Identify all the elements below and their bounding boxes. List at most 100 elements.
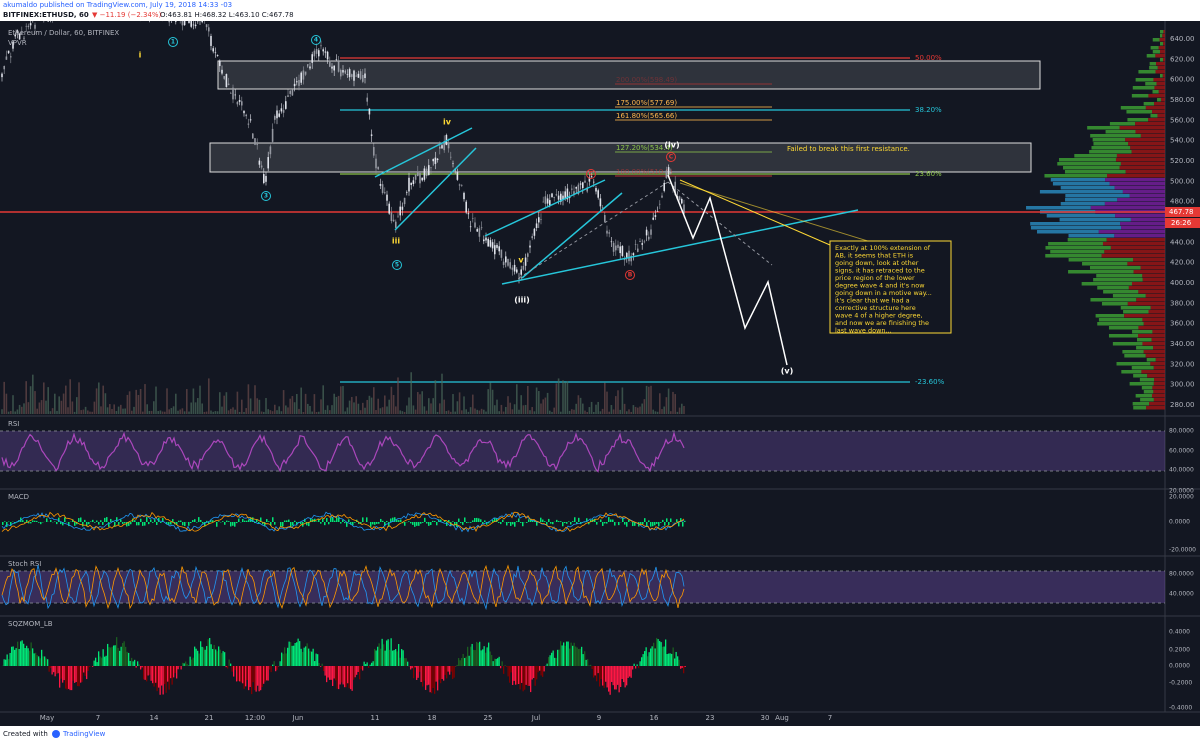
sqz-histogram bbox=[44, 656, 46, 666]
candle-body bbox=[566, 188, 569, 200]
volume-profile bbox=[1147, 374, 1165, 378]
sqz-histogram bbox=[42, 656, 44, 666]
candle-body bbox=[626, 252, 628, 259]
candle-body bbox=[296, 81, 298, 83]
macd-histogram bbox=[656, 522, 658, 524]
sqz-histogram bbox=[404, 658, 406, 666]
volume-profile bbox=[1120, 306, 1151, 310]
volume-profile bbox=[1160, 34, 1163, 38]
sqz-histogram bbox=[506, 666, 508, 667]
sqz-histogram bbox=[213, 644, 215, 666]
sqz-histogram bbox=[405, 658, 407, 666]
volume-bar bbox=[670, 411, 672, 414]
candle-body bbox=[406, 192, 408, 193]
macd-histogram bbox=[452, 521, 454, 522]
volume-bar bbox=[348, 400, 351, 414]
volume-profile bbox=[1050, 250, 1105, 254]
macd-histogram bbox=[290, 522, 292, 527]
volume-bar bbox=[157, 411, 159, 414]
sqz-histogram bbox=[474, 650, 476, 666]
sqz-histogram bbox=[41, 649, 43, 666]
time-label: May bbox=[40, 714, 54, 722]
sqz-histogram bbox=[494, 658, 496, 666]
macd-histogram bbox=[484, 520, 486, 522]
sqz-histogram bbox=[453, 666, 455, 678]
macd-histogram bbox=[116, 517, 118, 522]
volume-profile bbox=[1117, 198, 1165, 202]
volume-bar bbox=[650, 385, 652, 414]
macd-histogram bbox=[162, 518, 164, 522]
volume-bar bbox=[377, 398, 379, 414]
candle-body bbox=[214, 52, 217, 54]
sqz-histogram bbox=[164, 666, 166, 685]
note-line: wave 4 of a higher degree, bbox=[835, 312, 923, 320]
sqz-histogram bbox=[458, 658, 460, 666]
volume-bar bbox=[412, 405, 415, 414]
sqz-histogram bbox=[428, 666, 430, 685]
candle-body bbox=[652, 217, 654, 220]
sqz-histogram bbox=[60, 666, 62, 679]
sqz-histogram bbox=[186, 663, 188, 666]
note-line: it's clear that we had a bbox=[835, 297, 910, 305]
sqz-histogram bbox=[248, 666, 250, 691]
volume-profile bbox=[1157, 66, 1165, 70]
panel-label: 80.0000 bbox=[1169, 571, 1194, 578]
volume-bar bbox=[425, 410, 428, 414]
sqz-histogram bbox=[410, 666, 412, 670]
sqz-histogram bbox=[272, 664, 274, 666]
volume-profile bbox=[1101, 254, 1165, 258]
extension-label: 200.00%(598.49) bbox=[616, 76, 677, 84]
volume-profile bbox=[1152, 50, 1160, 54]
sqz-histogram bbox=[66, 666, 68, 690]
volume-bar bbox=[467, 411, 470, 414]
volume-bar bbox=[414, 409, 417, 414]
sqz-histogram bbox=[387, 639, 389, 666]
macd-histogram bbox=[542, 519, 544, 522]
candle-body bbox=[681, 199, 683, 204]
candle-body bbox=[531, 236, 533, 239]
volume-bar bbox=[370, 397, 373, 414]
macd-histogram bbox=[444, 520, 446, 522]
panel-label: 60.0000 bbox=[1169, 448, 1194, 455]
sqz-histogram bbox=[315, 653, 317, 666]
candle-body bbox=[496, 244, 498, 248]
sqz-histogram bbox=[480, 650, 482, 666]
symbol: BITFINEX:ETHUSD, 60 bbox=[3, 11, 89, 19]
macd-histogram bbox=[596, 522, 598, 525]
volume-bar bbox=[606, 391, 608, 414]
macd-histogram bbox=[550, 522, 552, 524]
volume-bar bbox=[159, 410, 162, 414]
candle-body bbox=[278, 113, 280, 117]
volume-bar bbox=[436, 411, 439, 414]
macd-histogram bbox=[94, 522, 96, 523]
candle-body bbox=[324, 51, 327, 53]
sqz-histogram bbox=[593, 666, 595, 678]
volume-bar bbox=[384, 395, 386, 414]
volume-bar bbox=[683, 405, 685, 414]
volume-bar bbox=[216, 411, 219, 414]
sqz-histogram bbox=[162, 666, 164, 695]
volume-bar bbox=[18, 404, 21, 414]
volume-bar bbox=[331, 405, 333, 414]
time-label: 7 bbox=[96, 714, 100, 722]
sqz-histogram bbox=[233, 666, 235, 677]
candle-body bbox=[467, 213, 470, 215]
macd-histogram bbox=[436, 522, 438, 526]
candle-body bbox=[16, 30, 19, 33]
sqz-histogram bbox=[683, 666, 685, 674]
sqz-histogram bbox=[573, 642, 575, 666]
candle-body bbox=[337, 61, 340, 72]
sqz-histogram bbox=[273, 661, 275, 666]
candle-body bbox=[516, 269, 518, 273]
macd-histogram bbox=[192, 520, 194, 522]
sqz-histogram bbox=[116, 637, 118, 666]
sqz-histogram bbox=[570, 642, 572, 666]
sqz-histogram bbox=[33, 653, 35, 666]
candle-body bbox=[487, 238, 489, 247]
volume-bar bbox=[58, 396, 60, 414]
volume-bar bbox=[397, 377, 399, 414]
volume-profile bbox=[1140, 398, 1154, 402]
sqz-histogram bbox=[159, 666, 161, 695]
price-label: 320.00 bbox=[1170, 360, 1195, 368]
macd-histogram bbox=[156, 522, 158, 525]
